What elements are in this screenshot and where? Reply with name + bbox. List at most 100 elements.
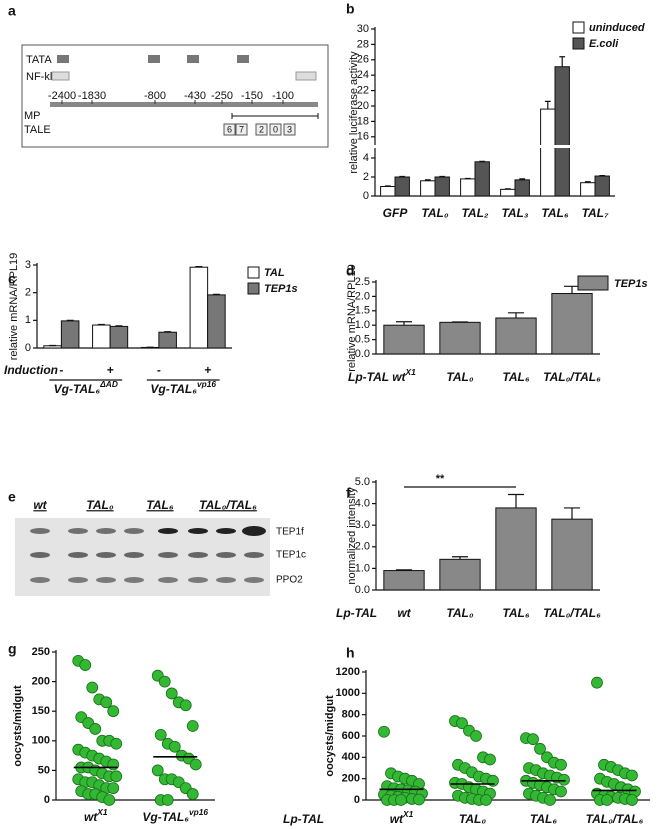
y-tick-label: 28: [357, 38, 369, 50]
data-point: [626, 769, 638, 782]
panel-label: g: [8, 641, 17, 657]
blot-band: [216, 577, 236, 583]
y-tick-label: 1.0: [355, 319, 370, 331]
bar: [551, 518, 593, 591]
data-point: [413, 793, 425, 806]
error-bar: [66, 319, 74, 321]
data-point: [186, 720, 199, 732]
data-point: [470, 730, 482, 742]
bar: [495, 317, 537, 355]
bar: [383, 570, 425, 591]
x-tick-label: wtX1: [84, 807, 108, 824]
data-point: [107, 705, 120, 718]
panel-label: f: [346, 485, 351, 501]
bar: [420, 180, 436, 197]
panel-label: d: [346, 263, 355, 279]
panel-label: c: [8, 271, 16, 287]
data-point: [158, 675, 171, 688]
y-tick-label: 200: [32, 676, 50, 688]
y-tick-label: 800: [342, 709, 360, 721]
error-bar: [544, 100, 551, 110]
bar: [580, 182, 596, 197]
lane-label: wt: [33, 498, 47, 512]
legend-swatch: [247, 282, 260, 295]
data-point: [395, 794, 407, 806]
data-point: [86, 681, 99, 694]
y-tick-label: 4.0: [355, 498, 370, 510]
x-tick-label: -: [59, 363, 63, 377]
promoter-diagram: TATA NF-kb -2400 -1830 -800 -430 -250 -1…: [21, 44, 329, 148]
diagram-frame: [21, 44, 329, 148]
y-tick-label: 24: [357, 69, 369, 81]
data-point: [103, 794, 116, 806]
blot-band: [158, 577, 178, 583]
position-label: -150: [241, 90, 263, 102]
data-point: [110, 770, 123, 783]
x-tick-label: GFP: [383, 206, 409, 220]
nfkb-box: [51, 71, 70, 81]
tale-box-label: 7: [239, 124, 244, 134]
bar: [207, 294, 226, 349]
blot-band: [124, 577, 144, 583]
axis-break: [369, 145, 617, 148]
lane-label: TAL₀: [86, 498, 113, 512]
bar: [380, 186, 396, 197]
y-tick-label: 0: [44, 794, 50, 806]
y-tick-label: 2.0: [355, 541, 370, 553]
legend-swatch: [247, 266, 260, 279]
y-tick-label: 0: [25, 342, 31, 354]
y-tick-label: 5.0: [355, 476, 370, 488]
tale-box-label: 6: [227, 124, 232, 134]
data-point: [100, 696, 113, 709]
lane-label: TAL₀/TAL₆: [199, 498, 257, 512]
x-tick-label: TAL₆: [502, 606, 529, 620]
y-tick-label: 4: [363, 152, 369, 164]
y-tick-label: 150: [32, 705, 50, 717]
x-tick-label: wt: [397, 606, 411, 620]
tata-box: [148, 55, 160, 63]
y-tick-label: 100: [32, 735, 50, 747]
data-point: [186, 788, 199, 800]
legend-swatch: [572, 21, 585, 34]
blot-band: [188, 577, 208, 583]
x-tick-label: +: [204, 363, 211, 377]
data-point: [626, 794, 638, 806]
bar: [554, 66, 570, 197]
tale-boxes: 6 7 2 0 3: [223, 123, 296, 136]
blot-band: [216, 528, 236, 534]
y-tick-label: 1.0: [355, 562, 370, 574]
error-bar: [97, 323, 105, 326]
x-tick-label-text: wt: [84, 810, 98, 824]
bar: [594, 175, 610, 197]
error-bar: [563, 285, 581, 294]
y-tick-label: 26: [357, 54, 369, 66]
blot-band: [188, 552, 208, 558]
blot-band: [158, 528, 178, 534]
x-tick-label: TAL₆: [502, 370, 529, 384]
y-axis-label: relative mRNA/RPL19: [8, 253, 20, 361]
x-tick-label: +: [107, 363, 114, 377]
bar: [189, 266, 209, 349]
data-point: [601, 794, 613, 806]
y-tick-label: 0: [354, 794, 360, 806]
bar: [439, 321, 481, 355]
nfkb-box: [295, 71, 317, 81]
tale-box: [235, 123, 248, 136]
group-label-text: Vg-TAL₆: [150, 382, 197, 396]
y-tick-label: 0.0: [355, 348, 370, 360]
y-tick-label: 3.0: [355, 519, 370, 531]
x-tick-label: wtX1: [392, 367, 416, 384]
row-label: Induction: [4, 363, 58, 377]
position-label: -800: [144, 90, 166, 102]
group-label: Vg-TAL₆ΔAD: [54, 379, 118, 396]
y-tick-label: 0.0: [355, 584, 370, 596]
tale-box-label: 2: [259, 124, 264, 134]
bar: [434, 176, 450, 197]
x-tick-label: TAL₀/TAL₆: [543, 370, 601, 384]
error-bar: [519, 178, 526, 180]
y-axis-label: relative mRNA/RPL19: [346, 264, 358, 372]
group-label-sup: vp16: [197, 379, 216, 389]
legend-label: TAL: [264, 267, 285, 279]
bar: [60, 320, 80, 349]
